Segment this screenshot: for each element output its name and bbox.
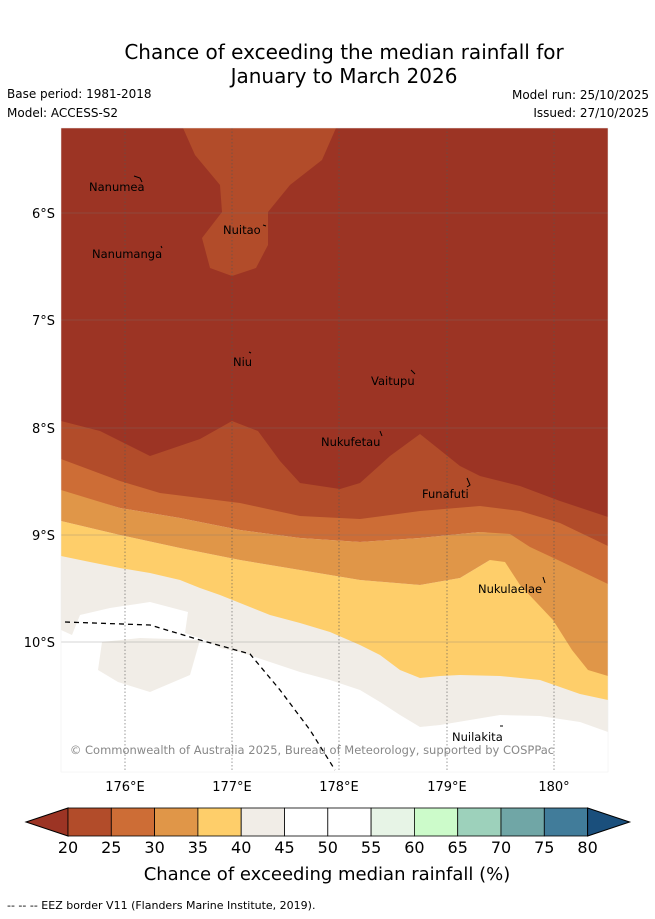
model-name: Model: ACCESS-S2 [7,106,119,120]
place-niu: Niu [233,355,252,369]
legend-arrow-low [24,807,69,837]
place-funafuti: Funafuti [422,487,469,501]
lat-label: 7°S [32,314,55,329]
graticule [124,128,555,772]
band-20-25-north [183,128,336,276]
place-nuilakita: Nuilakita [452,730,503,744]
legend-tick-label: 80 [577,838,597,857]
legend-tick-label: 70 [491,838,511,857]
lon-label: 180° [538,780,569,795]
title-line-2: January to March 2026 [230,64,458,88]
lat-label: 9°S [32,529,55,544]
band-35-40 [61,521,608,700]
legend-tick-label: 25 [101,838,121,857]
map-title: Chance of exceeding the median rainfall … [0,40,655,88]
title-line-1: Chance of exceeding the median rainfall … [124,40,564,64]
map-frame [60,127,609,773]
island-nukulaelae [542,576,546,584]
legend-tick-label: 65 [448,838,468,857]
base-period: Base period: 1981-2018 [7,87,152,101]
band-25-30 [61,458,608,584]
legend-swatch [284,807,329,837]
lat-label: 8°S [32,422,55,437]
island-nanumea [133,175,143,183]
legend-tick-label: 35 [188,838,208,857]
legend-swatch [370,807,415,837]
legend-tick-label: 50 [318,838,338,857]
lat-label: 6°S [32,207,55,222]
legend-swatch [154,807,199,837]
legend-label: Chance of exceeding median rainfall (%) [144,864,511,885]
island-funafuti [466,477,471,488]
legend-tick-label: 20 [58,838,78,857]
lon-label: 179°E [427,780,467,795]
legend-swatch [240,807,285,837]
island-vaitupu [410,369,416,375]
lon-label: 177°E [212,780,252,795]
map-panel: Nanumea Nuitao Nanumanga Niu Vaitupu Nuk… [61,128,608,772]
island-nuitao [262,224,267,227]
legend-swatch [543,807,588,837]
island-nukufetau [379,430,383,437]
band-40-45 [61,555,608,732]
legend-tick-label: 60 [404,838,424,857]
band-below-20 [61,128,608,517]
band-20-25 [61,420,608,546]
legend-tick-label: 30 [144,838,164,857]
band-40-45-patch [98,638,200,692]
legend-swatch [197,807,242,837]
eez-border [64,621,336,771]
place-nanumea: Nanumea [89,180,145,194]
place-nukufetau: Nukufetau [321,435,380,449]
island-niu [248,351,252,354]
legend-swatch [110,807,156,837]
color-legend [24,807,632,837]
place-nanumanga: Nanumanga [92,247,162,261]
legend-tick-label: 40 [231,838,251,857]
legend-swatch [500,807,545,837]
issued-date: Issued: 27/10/2025 [533,106,649,120]
place-vaitupu: Vaitupu [371,374,415,388]
legend-swatch [67,807,112,837]
island-nanumanga [160,245,163,249]
lat-label: 10°S [24,636,55,651]
place-nukulaelae: Nukulaelae [478,582,542,596]
legend-tick-label: 55 [361,838,381,857]
copyright-notice: © Commonwealth of Australia 2025, Bureau… [70,743,554,757]
legend-tick-label: 45 [274,838,294,857]
place-nuitao: Nuitao [223,223,261,237]
lon-label: 178°E [319,780,359,795]
legend-ticks: 20 25 30 35 40 45 50 55 60 65 70 75 80 [58,838,598,857]
lon-label: 176°E [105,780,145,795]
band-30-35 [61,489,608,676]
model-run: Model run: 25/10/2025 [511,88,649,102]
legend-swatch [413,807,459,837]
legend-swatch [457,807,502,837]
legend-arrow-high [587,807,632,837]
legend-swatch [327,807,372,837]
eez-note: -- -- -- EEZ border V11 (Flanders Marine… [7,899,316,912]
legend-tick-label: 75 [534,838,554,857]
